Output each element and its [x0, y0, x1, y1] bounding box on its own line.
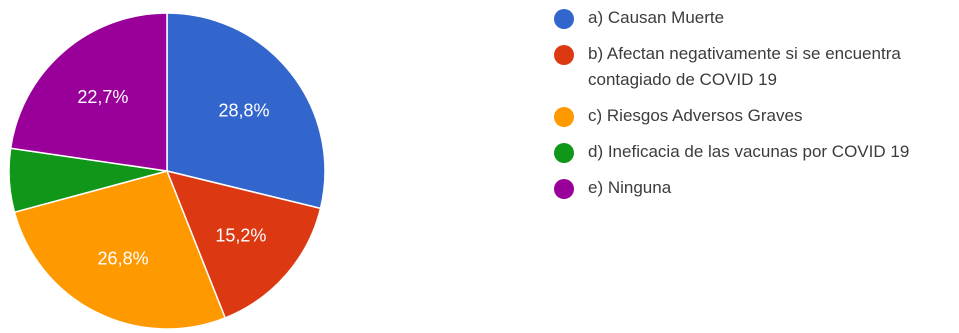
legend-label: a) Causan Muerte [588, 8, 725, 27]
legend-swatch [554, 45, 574, 65]
legend-label: c) Riesgos Adversos Graves [588, 106, 803, 125]
slice-value-label-2: 26,8% [98, 249, 149, 269]
chart-legend: a) Causan Muerte b) Afectan negativamente… [554, 5, 959, 211]
legend-item-2[interactable]: c) Riesgos Adversos Graves [554, 103, 959, 129]
pie-slice-2[interactable] [13, 170, 227, 330]
pie-chart: 28,8% 15,2% 26,8% 22,7% [8, 12, 326, 330]
legend-swatch [554, 143, 574, 163]
pie-slice-4[interactable] [9, 12, 168, 172]
slice-value-label-1: 15,2% [215, 225, 266, 245]
legend-item-4[interactable]: e) Ninguna [554, 175, 959, 201]
slice-value-label-4: 22,7% [77, 87, 128, 107]
slice-value-label-0: 28,8% [218, 100, 269, 120]
legend-item-3[interactable]: d) Ineficacia de las vacunas por COVID 1… [554, 139, 959, 165]
legend-swatch [554, 9, 574, 29]
legend-item-0[interactable]: a) Causan Muerte [554, 5, 959, 31]
pie-slice-1[interactable] [165, 169, 322, 319]
legend-label: e) Ninguna [588, 178, 672, 197]
legend-swatch [554, 107, 574, 127]
legend-label: d) Ineficacia de las vacunas por COVID 1… [588, 142, 910, 161]
legend-item-1[interactable]: b) Afectan negativamente si se encuentra… [554, 41, 959, 93]
legend-label: b) Afectan negativamente si se encuentra… [588, 44, 901, 89]
legend-swatch [554, 179, 574, 199]
pie-slice-0[interactable] [166, 12, 326, 210]
